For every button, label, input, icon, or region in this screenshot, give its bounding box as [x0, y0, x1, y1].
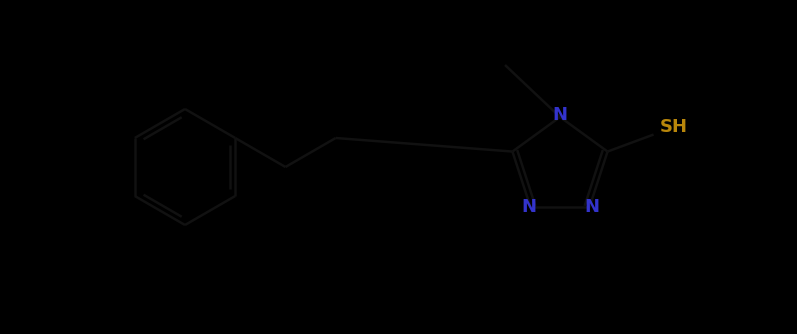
Text: N: N: [521, 198, 536, 216]
Text: N: N: [552, 106, 567, 124]
Text: SH: SH: [660, 118, 688, 136]
Text: N: N: [584, 198, 599, 216]
